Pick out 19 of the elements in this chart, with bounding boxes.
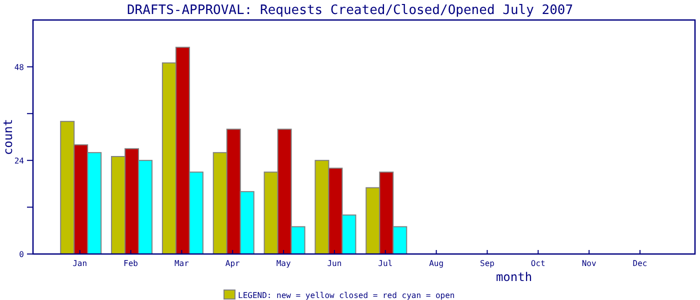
x-tick-label: Jul xyxy=(378,259,393,268)
y-tick-label: 48 xyxy=(14,62,24,72)
y-tick-label: 24 xyxy=(14,156,24,166)
x-tick-label: May xyxy=(276,259,291,268)
x-tick-label: Jun xyxy=(327,259,342,268)
x-axis-title: month xyxy=(496,270,532,284)
x-tick-label: Nov xyxy=(582,259,596,268)
x-tick-label: Feb xyxy=(124,259,138,268)
x-tick-label: Oct xyxy=(530,259,546,268)
y-axis-title: count xyxy=(1,118,15,156)
x-tick-label: Aug xyxy=(429,259,444,268)
x-tick-label: Dec xyxy=(632,259,648,268)
x-tick-label: Sep xyxy=(480,259,495,268)
y-tick-label: 0 xyxy=(19,250,24,259)
text: LEGEND: new = yellow closed = red cyan = open xyxy=(238,291,455,300)
x-tick-label: Mar xyxy=(174,259,190,268)
x-tick-label: Apr xyxy=(225,259,240,268)
x-tick-label: Jan xyxy=(72,259,88,268)
chart-title: DRAFTS-APPROVAL: Requests Created/Closed/Opened July 2007 xyxy=(126,3,574,18)
